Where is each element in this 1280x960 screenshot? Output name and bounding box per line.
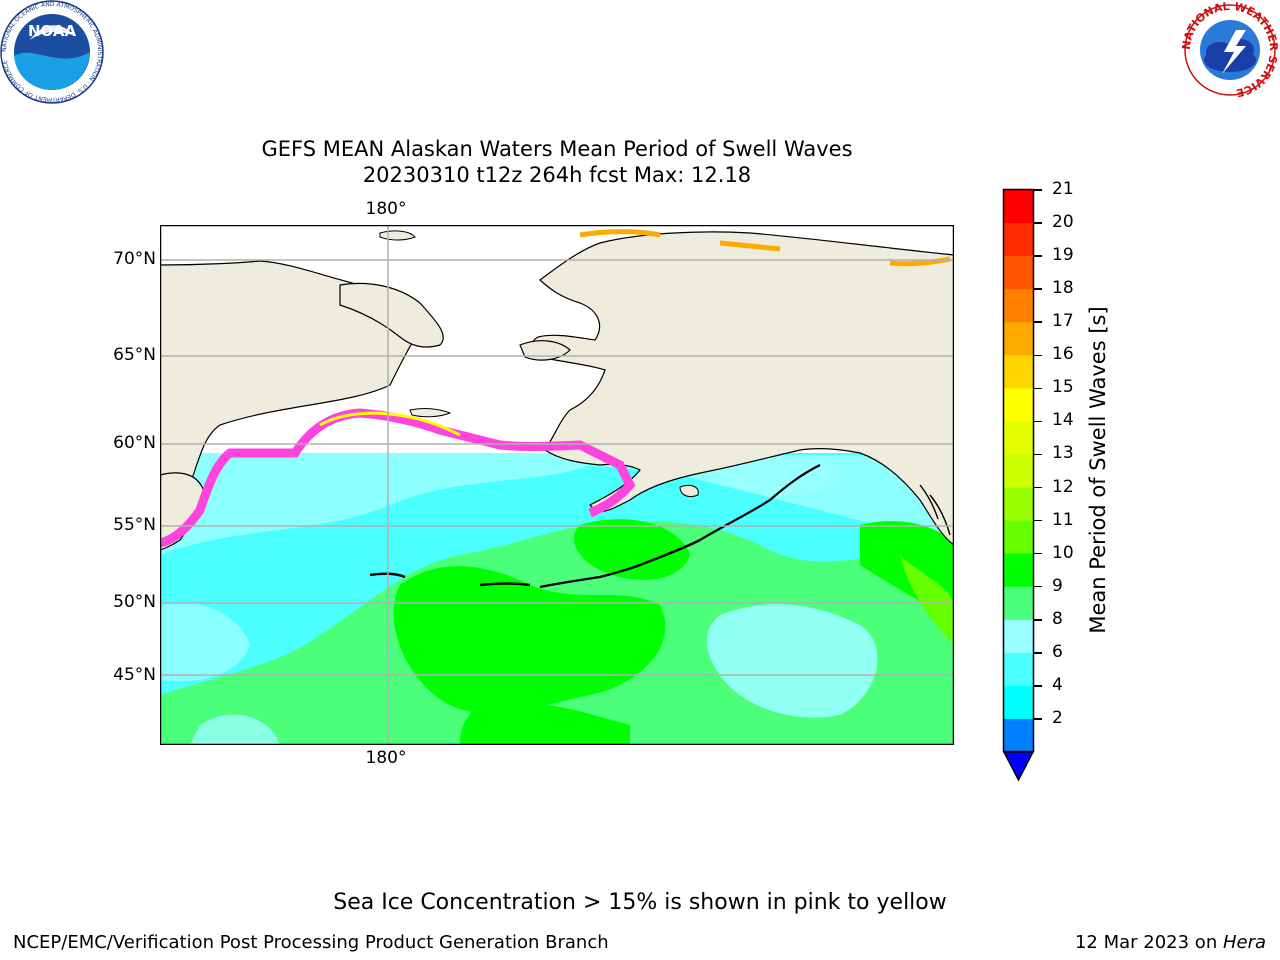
lat-label-65n: 65°N <box>113 345 156 365</box>
swell-patch-2 <box>573 519 690 580</box>
colorbar-segment <box>1004 256 1033 290</box>
colorbar-tick-mark <box>1034 453 1042 456</box>
colorbar-tick-mark <box>1034 685 1042 687</box>
colorbar-tick-mark <box>1034 189 1042 191</box>
colorbar-tick-label: 11 <box>1052 509 1074 530</box>
colorbar-tick-label: 4 <box>1052 674 1063 695</box>
footer-host: Hera <box>1222 932 1266 953</box>
colorbar-segment <box>1004 355 1033 389</box>
swell-patch-3 <box>460 702 630 745</box>
lon-label-bottom: 180° <box>365 748 407 768</box>
noaa-logo: NOAA NATIONAL OCEANIC AND ATMOSPHERIC AD… <box>0 0 104 104</box>
colorbar-segment <box>1004 421 1033 455</box>
colorbar-tick-mark <box>1034 486 1042 489</box>
lat-label-50n: 50°N <box>113 592 156 612</box>
colorbar <box>1002 188 1035 782</box>
swell-patch-8 <box>190 714 280 745</box>
colorbar-tick-mark <box>1034 652 1042 654</box>
colorbar-tick-label: 6 <box>1052 641 1063 662</box>
map-plot <box>160 225 954 745</box>
map-gridlines <box>160 225 954 745</box>
colorbar-tick-mark <box>1034 255 1042 257</box>
alaska-peninsula <box>699 464 821 541</box>
land-seward <box>519 340 571 361</box>
colorbar-tick-label: 20 <box>1052 212 1074 233</box>
colorbar-segment <box>1004 520 1033 555</box>
colorbar-tick-mark <box>1034 718 1042 720</box>
colorbar-segment <box>1004 322 1033 356</box>
colorbar-tick-label: 14 <box>1052 410 1074 431</box>
footer-date: 12 Mar 2023 on Hera <box>1075 932 1266 953</box>
colorbar-tick-label: 9 <box>1052 575 1063 596</box>
swell-patch-5 <box>900 555 954 645</box>
colorbar-segment <box>1004 718 1033 753</box>
colorbar-segment <box>1004 289 1033 323</box>
colorbar-segment <box>1004 619 1033 654</box>
nws-logo: NATIONAL WEATHER SERVICE <box>1180 0 1280 99</box>
colorbar-tick-label: 12 <box>1052 476 1074 497</box>
land-chukotka <box>339 282 444 348</box>
map-title: GEFS MEAN Alaskan Waters Mean Period of … <box>261 137 853 161</box>
colorbar-tick-label: 19 <box>1052 245 1074 266</box>
footer-date-text: 12 Mar 2023 on <box>1074 932 1223 953</box>
colorbar-tick-mark <box>1034 420 1042 423</box>
colorbar-tick-mark <box>1034 585 1042 588</box>
colorbar-tick-label: 13 <box>1052 443 1074 464</box>
colorbar-segment <box>1004 388 1033 422</box>
footer-branch: NCEP/EMC/Verification Post Processing Pr… <box>13 932 609 953</box>
colorbar-segment <box>1004 190 1033 224</box>
land-siberia <box>160 260 421 546</box>
colorbar-tick-mark <box>1034 387 1042 390</box>
colorbar-segment <box>1004 454 1033 489</box>
lon-label-top: 180° <box>365 199 407 219</box>
colorbar-tick-mark <box>1034 222 1042 224</box>
se-alaska-islands <box>919 484 951 536</box>
colorbar-segment <box>1004 586 1033 621</box>
lat-label-70n: 70°N <box>113 249 156 269</box>
land-alaska <box>531 231 954 546</box>
aleutian-islands <box>369 538 701 589</box>
colorbar-tick-label: 17 <box>1052 311 1074 332</box>
lat-label-45n: 45°N <box>113 665 156 685</box>
colorbar-tick-label: 16 <box>1052 344 1074 365</box>
noaa-logo-text: NOAA <box>28 22 77 40</box>
colorbar-segment <box>1004 487 1033 522</box>
lat-label-55n: 55°N <box>113 515 156 535</box>
land-kodiak <box>679 484 699 498</box>
colorbar-segment <box>1004 223 1033 257</box>
colorbar-tick-mark <box>1034 519 1042 522</box>
swell-patch-6 <box>706 604 878 718</box>
colorbar-segment <box>1004 652 1033 687</box>
colorbar-tick-label: 10 <box>1052 542 1074 563</box>
colorbar-tick-mark <box>1034 321 1042 323</box>
map-subtitle: 20230310 t12z 264h fcst Max: 12.18 <box>362 163 752 187</box>
colorbar-segment <box>1004 553 1033 588</box>
colorbar-tick-mark <box>1034 552 1042 555</box>
colorbar-segment <box>1004 685 1033 720</box>
colorbar-label: Mean Period of Swell Waves [s] <box>1086 306 1110 634</box>
colorbar-tick-label: 2 <box>1052 707 1063 728</box>
colorbar-tick-mark <box>1034 288 1042 290</box>
colorbar-tick-label: 18 <box>1052 278 1074 299</box>
colorbar-extend-arrow <box>1002 751 1035 782</box>
sea-ice-edge-thick <box>319 411 461 437</box>
land-st-lawrence <box>409 408 452 418</box>
sea-ice-note: Sea Ice Concentration > 15% is shown in … <box>333 890 947 915</box>
lat-label-60n: 60°N <box>113 433 156 453</box>
sea-ice-edge <box>160 408 636 548</box>
colorbar-tick-mark <box>1034 354 1042 357</box>
map-frame <box>160 225 954 745</box>
colorbar-tick-label: 21 <box>1052 179 1074 199</box>
colorbar-frame <box>1002 188 1035 753</box>
colorbar-tick-label: 8 <box>1052 608 1063 629</box>
swell-patch-7 <box>160 602 250 682</box>
colorbar-tick-label: 15 <box>1052 377 1074 398</box>
colorbar-tick-mark <box>1034 619 1042 621</box>
